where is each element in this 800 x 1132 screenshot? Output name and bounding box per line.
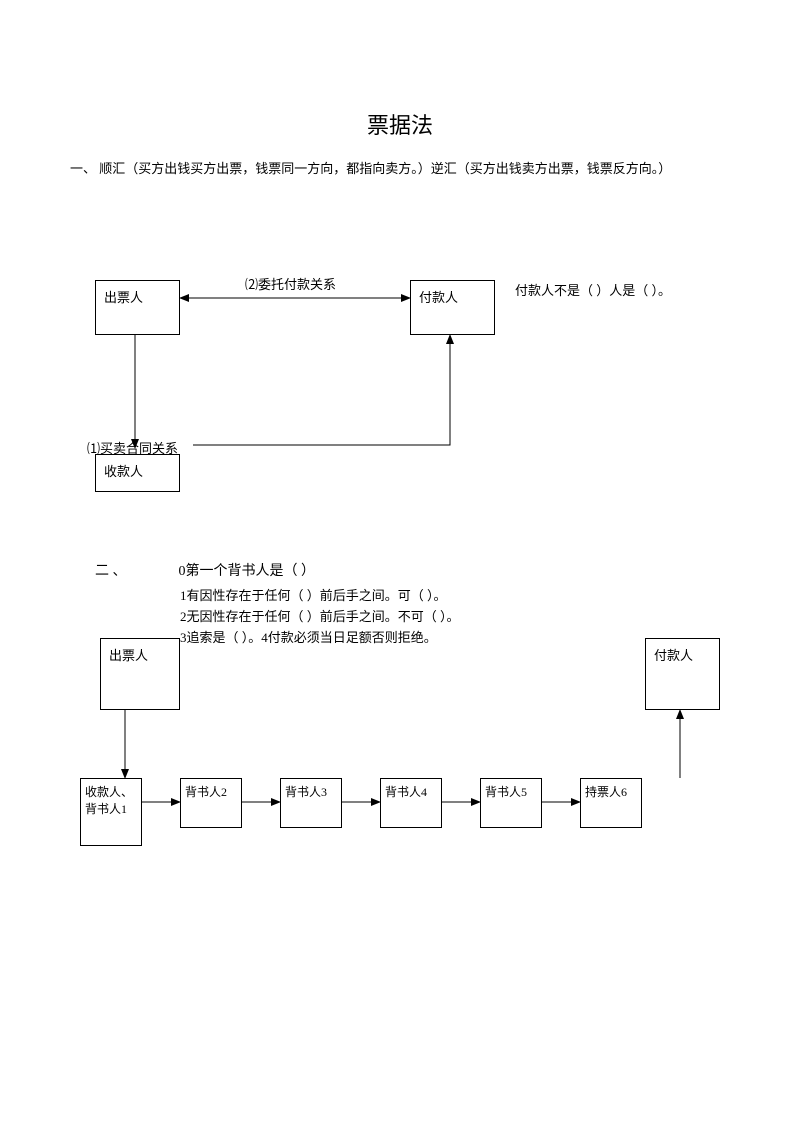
chain-box-0: 收款人、背书人1 [80, 778, 142, 846]
box-payee: 收款人 [95, 454, 180, 492]
chain-box-2: 背书人3 [280, 778, 342, 828]
chain-box-0-label: 收款人、背书人1 [85, 785, 133, 816]
box-payee-label: 收款人 [104, 461, 143, 480]
rel1-label: ⑴买卖合同关系 [87, 438, 178, 457]
box-drawer: 出票人 [95, 280, 180, 335]
chain-box-5: 持票人6 [580, 778, 642, 828]
chain-box-1: 背书人2 [180, 778, 242, 828]
box-payer: 付款人 [410, 280, 495, 335]
section-two-line2: 2无因性存在于任何（ ）前后手之间。不可（ ）。 [180, 607, 735, 628]
section-two-line1: 1有因性存在于任何（ ）前后手之间。可（ ）。 [180, 586, 735, 607]
box-payer-label: 付款人 [419, 287, 458, 306]
chain-box-3-label: 背书人4 [385, 785, 427, 799]
box-drawer-label: 出票人 [104, 287, 143, 306]
chain-box-4: 背书人5 [480, 778, 542, 828]
rel2-label: ⑵委托付款关系 [245, 274, 336, 293]
diagram-one: 出票人 付款人 收款人 ⑵委托付款关系 ⑴买卖合同关系 付款人不是（ ）人是（ … [95, 250, 715, 530]
chain-box-1-label: 背书人2 [185, 785, 227, 799]
section-two-line0: 0第一个背书人是（ ） [179, 564, 316, 579]
section-one-prefix: 一、 [70, 161, 96, 176]
box-payer-2-label: 付款人 [654, 645, 693, 664]
box-payer-2: 付款人 [645, 638, 720, 710]
page-title: 票据法 [0, 0, 800, 140]
section-one-text: 一、 顺汇（买方出钱买方出票，钱票同一方向，都指向卖方。）逆汇（买方出钱卖方出票… [0, 140, 800, 177]
section-two-prefix: 二 、 [95, 564, 127, 579]
payer-note: 付款人不是（ ）人是（ ）。 [515, 280, 671, 299]
section-one-body: 顺汇（买方出钱买方出票，钱票同一方向，都指向卖方。）逆汇（买方出钱卖方出票，钱票… [99, 161, 671, 176]
chain-box-2-label: 背书人3 [285, 785, 327, 799]
chain-box-4-label: 背书人5 [485, 785, 527, 799]
box-drawer-2: 出票人 [100, 638, 180, 710]
diagram-two: 出票人 付款人 收款人、背书人1 背书人2 背书人3 背书人4 背书人5 持票人… [80, 630, 740, 930]
chain-box-5-label: 持票人6 [585, 785, 627, 799]
box-drawer-2-label: 出票人 [109, 645, 148, 664]
chain-box-3: 背书人4 [380, 778, 442, 828]
